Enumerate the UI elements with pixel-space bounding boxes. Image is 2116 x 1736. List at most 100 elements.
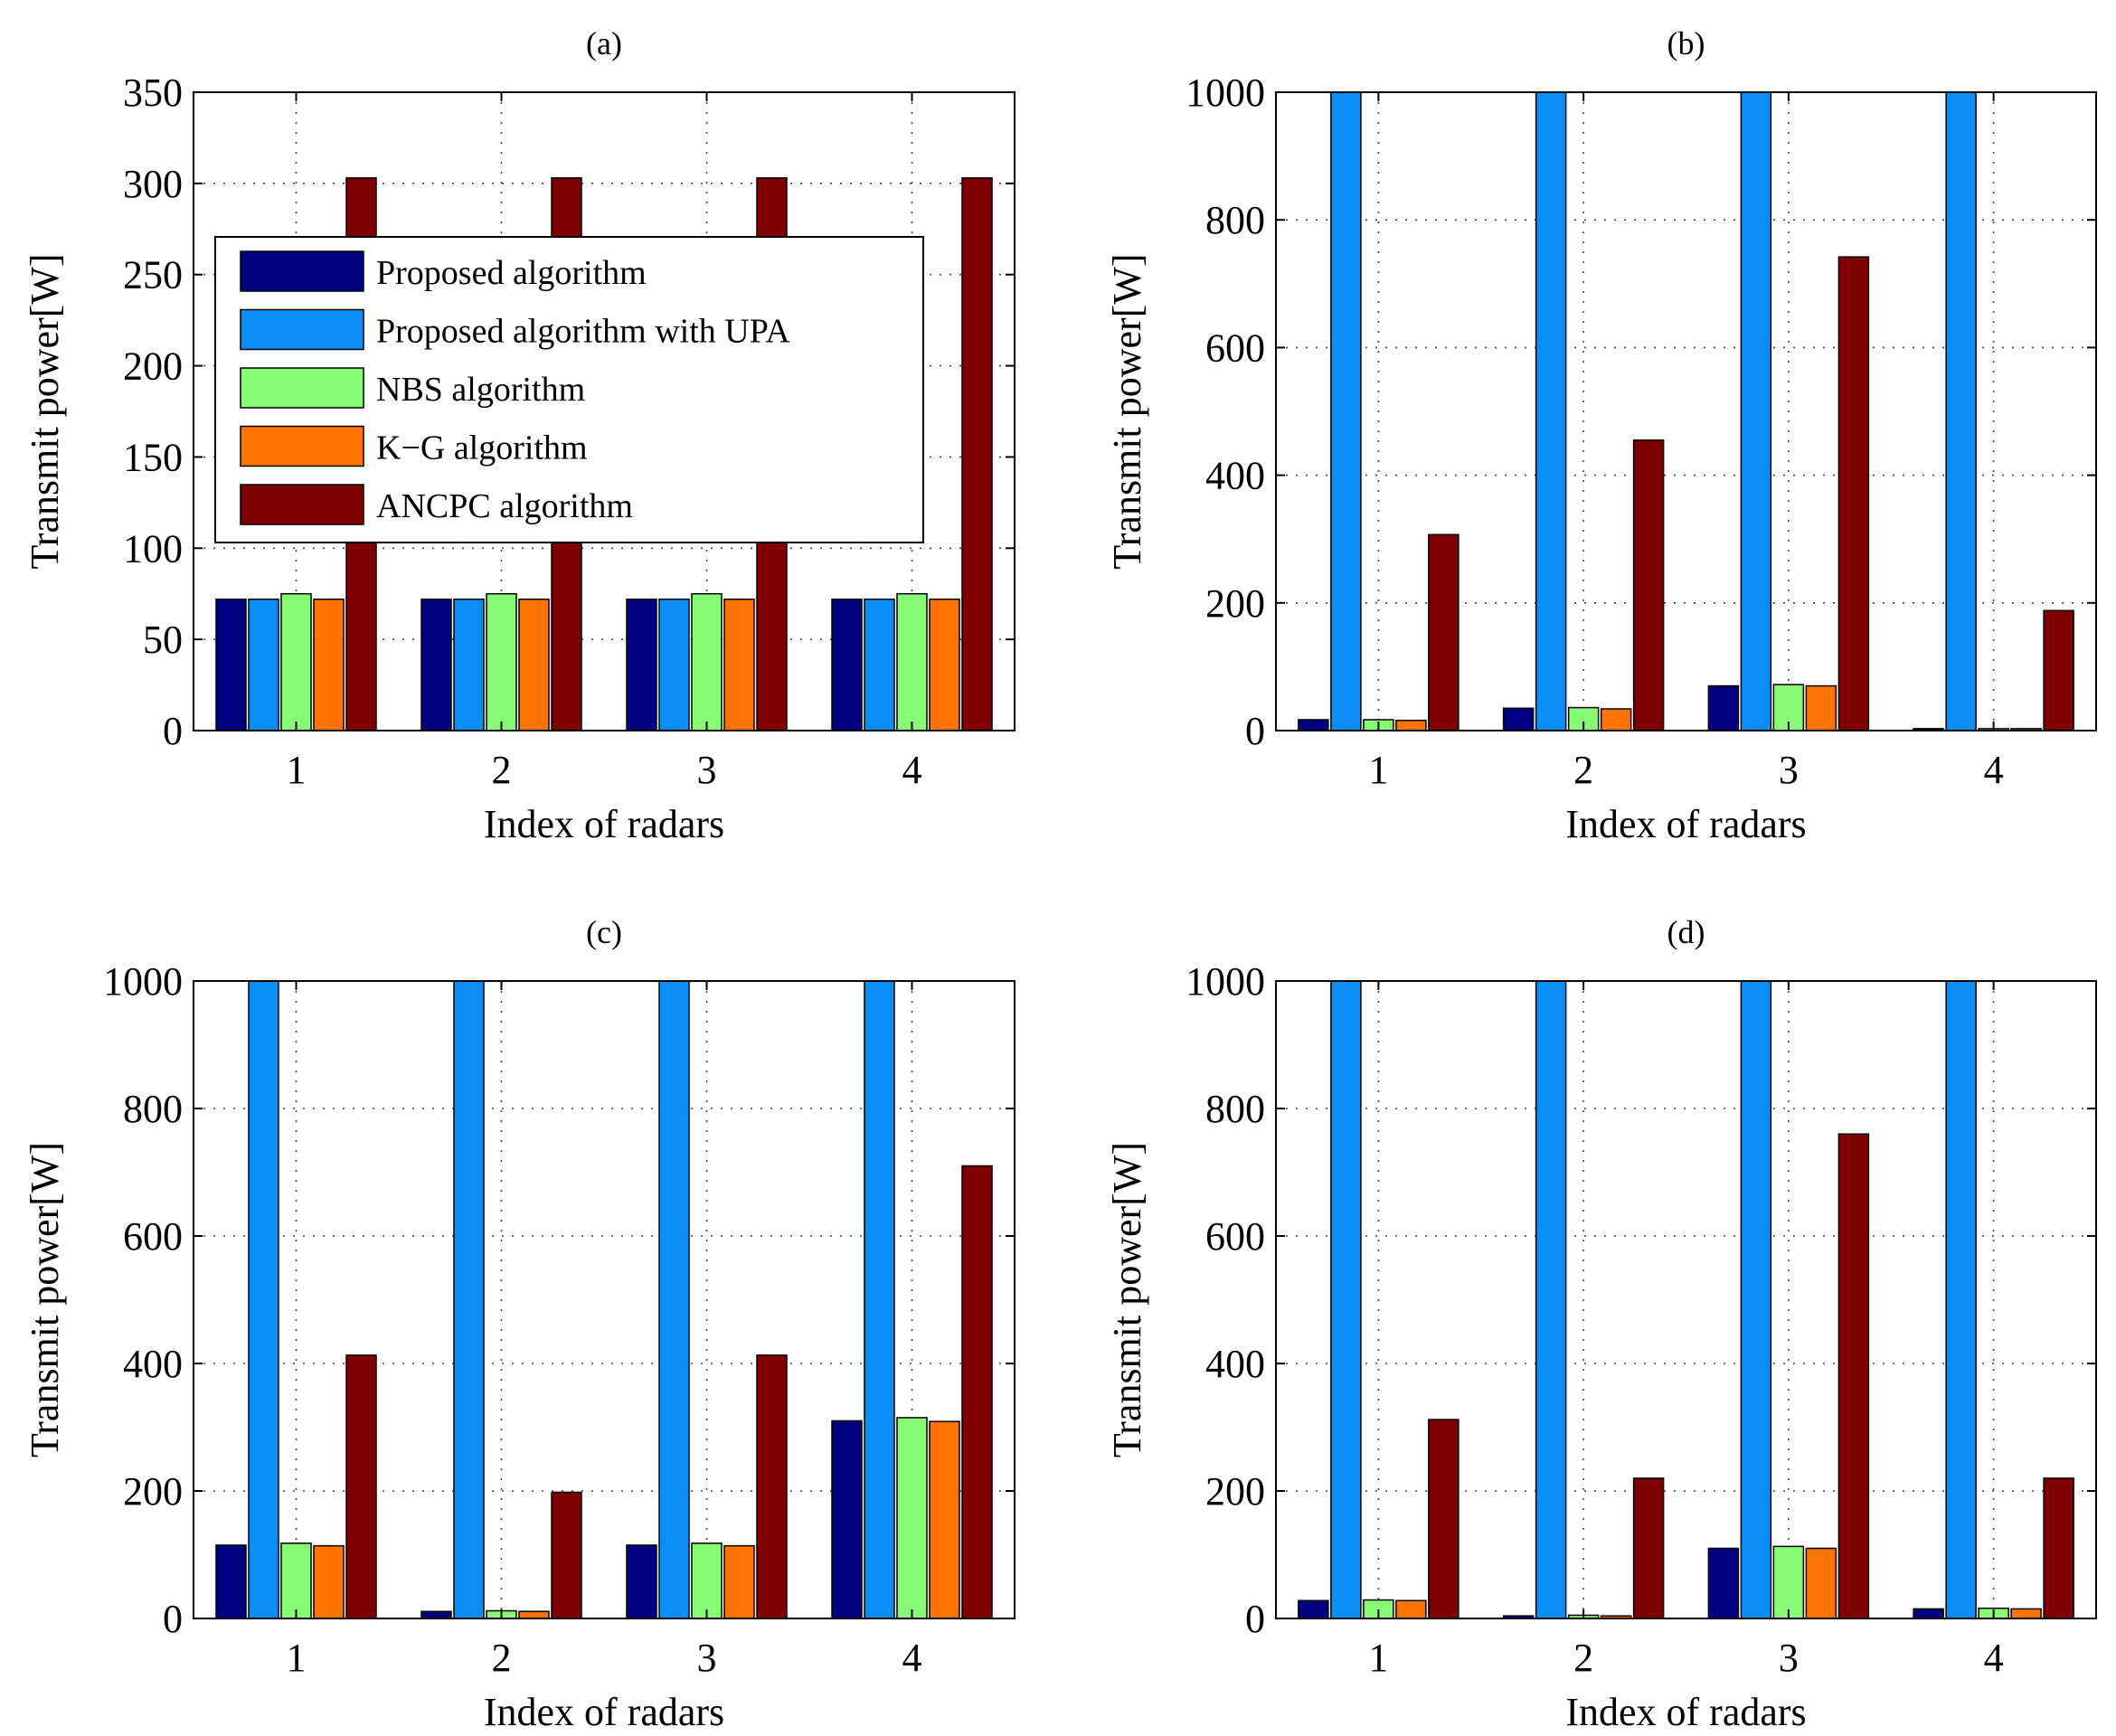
y-tick-label: 200 [123,1469,183,1514]
y-tick-label: 0 [163,709,183,753]
bar-k-g-algorithm-radar-3 [1805,684,1837,731]
bar-nbs-algorithm-radar-3 [691,1543,723,1619]
legend: Proposed algorithm Proposed algorithm wit… [214,236,924,543]
x-axis-label: Index of radars [1565,1690,1806,1734]
y-tick-label: 350 [123,71,183,115]
y-tick-label: 150 [123,435,183,479]
bar-proposed-algorithm-radar-4 [1913,1608,1944,1619]
bar-proposed-algorithm-radar-2 [420,1610,452,1619]
axes-frame [193,980,1015,1619]
bar-k-g-algorithm-radar-1 [313,1544,345,1619]
bar-proposed-algorithm-with-upa-radar-4 [1945,980,1977,1619]
x-tick-label: 3 [697,1636,717,1680]
bar-proposed-algorithm-with-upa-radar-1 [1330,91,1362,731]
x-tick-label: 2 [492,748,512,792]
axes-frame [1275,91,2097,731]
legend-swatch [240,367,364,409]
bar-ancpc-algorithm-radar-1 [1428,1419,1459,1619]
bar-proposed-algorithm-with-upa-radar-3 [658,599,690,731]
bar-proposed-algorithm-with-upa-radar-1 [248,599,279,731]
y-axis-label: Transmit power[W] [23,253,67,569]
panel-title: (b) [1667,25,1705,61]
y-axis-label: Transmit power[W] [1105,253,1149,569]
bar-ancpc-algorithm-radar-3 [756,1354,788,1619]
bar-nbs-algorithm-radar-4 [896,592,928,731]
bar-nbs-algorithm-radar-1 [280,592,312,731]
bar-proposed-algorithm-radar-3 [626,1544,657,1619]
legend-swatch [240,308,364,351]
x-axis-label: Index of radars [484,1690,724,1734]
y-tick-label: 600 [1205,326,1265,370]
legend-swatch [240,425,364,467]
y-tick-label: 0 [1245,709,1265,753]
x-axis-label: Index of radars [484,802,724,846]
bar-proposed-algorithm-radar-3 [1707,1547,1740,1619]
y-tick-label: 50 [143,618,183,662]
chart-panel-0: 0 50 100 150 200 250 300 350 1 2 3 4 (a) Index of rad… [23,25,1015,846]
bar-proposed-algorithm-with-upa-radar-2 [453,980,485,1619]
bar-k-g-algorithm-radar-4 [2010,1608,2042,1619]
bar-ancpc-algorithm-radar-4 [2043,609,2074,731]
bar-proposed-algorithm-with-upa-radar-2 [1535,980,1567,1619]
bar-k-g-algorithm-radar-1 [1395,1599,1427,1619]
bar-nbs-algorithm-radar-4 [896,1417,928,1619]
bar-proposed-algorithm-radar-1 [1298,719,1329,731]
y-tick-label: 200 [1205,1469,1265,1514]
x-tick-label: 3 [1779,748,1799,792]
bar-nbs-algorithm-radar-1 [280,1543,312,1619]
legend-label: Proposed algorithm [376,254,647,292]
y-tick-label: 600 [1205,1214,1265,1259]
bar-proposed-algorithm-with-upa-radar-3 [1740,980,1772,1619]
bar-proposed-algorithm-radar-3 [1707,684,1740,731]
bar-ancpc-algorithm-radar-3 [1837,1133,1870,1619]
y-tick-label: 200 [1205,581,1265,626]
chart-panel-3: 0 200 400 600 800 1000 1 2 3 4 (d) Index of radars T… [1105,914,2097,1734]
x-tick-label: 3 [1779,1636,1799,1680]
bar-k-g-algorithm-radar-2 [1600,708,1632,731]
y-tick-label: 0 [163,1597,183,1641]
bar-proposed-algorithm-with-upa-radar-3 [658,980,690,1619]
y-tick-label: 400 [1205,1342,1265,1386]
bar-proposed-algorithm-with-upa-radar-2 [1535,91,1567,731]
axes-frame [1275,980,2097,1619]
bar-k-g-algorithm-radar-2 [518,599,550,731]
bar-k-g-algorithm-radar-3 [1805,1547,1837,1619]
bar-proposed-algorithm-radar-2 [420,599,452,731]
x-tick-label: 4 [902,748,922,792]
legend-label: NBS algorithm [376,371,585,409]
x-tick-label: 1 [287,1636,307,1680]
x-tick-label: 4 [1984,748,2004,792]
bar-ancpc-algorithm-radar-1 [1428,533,1459,731]
x-axis-label: Index of radars [1565,802,1806,846]
y-tick-label: 1000 [103,959,183,1004]
y-tick-label: 0 [1245,1597,1265,1641]
bar-proposed-algorithm-with-upa-radar-2 [453,599,485,731]
bar-ancpc-algorithm-radar-4 [2043,1477,2074,1619]
bar-proposed-algorithm-radar-1 [215,1544,247,1619]
chart-panel-2: 0 200 400 600 800 1000 1 2 3 4 (c) Index of radars T… [23,914,1015,1734]
x-tick-label: 2 [1573,748,1593,792]
x-tick-label: 1 [1368,1636,1388,1680]
bar-proposed-algorithm-with-upa-radar-4 [864,980,895,1619]
axes-frame [193,91,1015,731]
bar-proposed-algorithm-with-upa-radar-4 [864,599,895,731]
legend-label: Proposed algorithm with UPA [376,313,790,351]
bar-proposed-algorithm-radar-1 [1298,1599,1329,1619]
bar-ancpc-algorithm-radar-1 [345,1354,377,1619]
bar-proposed-algorithm-radar-4 [831,599,863,731]
bar-proposed-algorithm-with-upa-radar-3 [1740,91,1772,731]
y-tick-label: 800 [1205,198,1265,242]
y-tick-label: 250 [123,253,183,297]
legend-swatch [240,250,364,292]
bar-ancpc-algorithm-radar-2 [1632,439,1665,731]
x-tick-label: 2 [492,1636,512,1680]
panel-title: (a) [586,25,622,61]
legend-label: K−G algorithm [376,429,588,467]
x-tick-label: 1 [287,748,307,792]
bar-k-g-algorithm-radar-3 [723,1544,755,1619]
x-tick-label: 1 [1368,748,1388,792]
bar-k-g-algorithm-radar-2 [518,1610,550,1619]
bar-proposed-algorithm-with-upa-radar-1 [248,980,279,1619]
bar-nbs-algorithm-radar-3 [691,592,723,731]
